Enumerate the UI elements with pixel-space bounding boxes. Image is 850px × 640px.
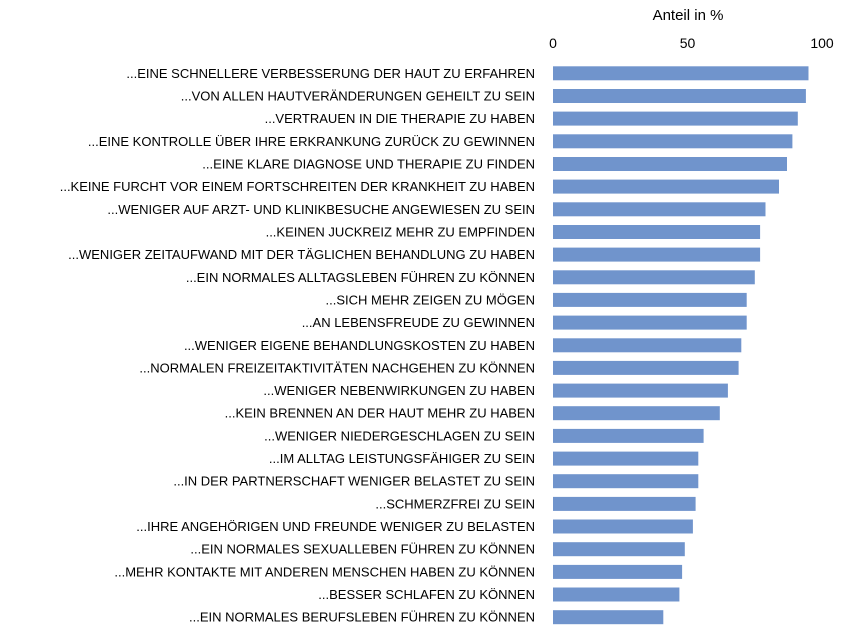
bar	[553, 66, 809, 81]
category-label: ...EINE SCHNELLERE VERBESSERUNG DER HAUT…	[126, 66, 535, 81]
category-label: ...EINE KLARE DIAGNOSE UND THERAPIE ZU F…	[202, 157, 535, 172]
bar	[553, 519, 693, 534]
bar	[553, 179, 779, 194]
category-label: ...VERTRAUEN IN DIE THERAPIE ZU HABEN	[265, 111, 535, 126]
bar	[553, 225, 761, 239]
category-label: ...WENIGER EIGENE BEHANDLUNGSKOSTEN ZU H…	[184, 338, 535, 353]
category-label: ...EINE KONTROLLE ÜBER IHRE ERKRANKUNG Z…	[88, 134, 535, 149]
category-label: ...EIN NORMALES BERUFSLEBEN FÜHREN ZU KÖ…	[189, 610, 535, 625]
category-labels: ...EINE SCHNELLERE VERBESSERUNG DER HAUT…	[60, 66, 535, 625]
category-label: ...EIN NORMALES ALLTAGSLEBEN FÜHREN ZU K…	[186, 270, 535, 285]
category-label: ...WENIGER ZEITAUFWAND MIT DER TÄGLICHEN…	[68, 247, 535, 262]
bar	[553, 270, 755, 285]
x-tick-label: 100	[810, 35, 834, 51]
bar	[553, 202, 766, 217]
x-tick-label: 50	[680, 35, 696, 51]
x-axis-title: Anteil in %	[653, 7, 724, 24]
category-label: ...VON ALLEN HAUTVERÄNDERUNGEN GEHEILT Z…	[181, 89, 535, 104]
bar	[553, 157, 787, 171]
category-label: ...SICH MEHR ZEIGEN ZU MÖGEN	[326, 292, 535, 307]
bar	[553, 89, 806, 103]
category-label: ...NORMALEN FREIZEITAKTIVITÄTEN NACHGEHE…	[139, 360, 535, 375]
bar	[553, 587, 680, 602]
category-label: ...KEINEN JUCKREIZ MEHR ZU EMPFINDEN	[266, 225, 535, 240]
bar	[553, 451, 699, 466]
category-label: ...SCHMERZFREI ZU SEIN	[375, 496, 535, 511]
bar	[553, 474, 699, 489]
category-label: ...IM ALLTAG LEISTUNGSFÄHIGER ZU SEIN	[269, 451, 535, 466]
bar	[553, 542, 685, 557]
category-label: ...WENIGER NEBENWIRKUNGEN ZU HABEN	[263, 383, 535, 398]
category-label: ...WENIGER NIEDERGESCHLAGEN ZU SEIN	[264, 428, 535, 443]
category-label: ...AN LEBENSFREUDE ZU GEWINNEN	[302, 315, 535, 330]
bar	[553, 292, 747, 307]
category-label: ...MEHR KONTAKTE MIT ANDEREN MENSCHEN HA…	[114, 564, 535, 579]
bar	[553, 383, 728, 398]
bar	[553, 315, 747, 330]
bar	[553, 111, 798, 126]
bar	[553, 406, 720, 421]
bar	[553, 360, 739, 375]
bar	[553, 564, 683, 579]
category-label: ...IN DER PARTNERSCHAFT WENIGER BELASTET…	[173, 474, 535, 489]
category-label: ...WENIGER AUF ARZT- UND KLINIKBESUCHE A…	[107, 202, 535, 217]
category-label: ...KEIN BRENNEN AN DER HAUT MEHR ZU HABE…	[225, 406, 535, 421]
category-label: ...EIN NORMALES SEXUALLEBEN FÜHREN ZU KÖ…	[190, 542, 535, 557]
category-label: ...IHRE ANGEHÖRIGEN UND FREUNDE WENIGER …	[136, 519, 535, 534]
bar	[553, 610, 664, 625]
category-label: ...KEINE FURCHT VOR EINEM FORTSCHREITEN …	[60, 179, 535, 194]
bar	[553, 134, 793, 149]
bar	[553, 428, 704, 443]
bar	[553, 247, 761, 262]
bar	[553, 338, 742, 353]
x-tick-label: 0	[549, 35, 557, 51]
category-label: ...BESSER SCHLAFEN ZU KÖNNEN	[318, 587, 535, 602]
bar	[553, 496, 696, 511]
x-axis-ticks: 0 50 100	[549, 35, 834, 51]
bars	[553, 66, 809, 625]
